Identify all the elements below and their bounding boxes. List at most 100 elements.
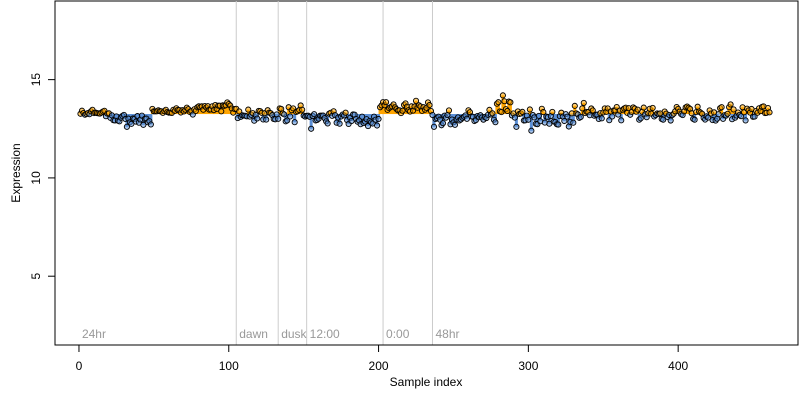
data-point: [513, 123, 520, 130]
data-points: [77, 92, 773, 134]
data-point: [535, 112, 542, 119]
data-point: [263, 116, 270, 123]
data-point: [571, 102, 578, 109]
data-point: [275, 115, 282, 122]
data-point: [499, 92, 506, 99]
data-point: [570, 119, 577, 126]
data-point: [374, 122, 381, 129]
data-point: [311, 111, 318, 118]
x-axis-title: Sample index: [390, 375, 463, 389]
data-point: [236, 108, 243, 115]
data-point: [528, 127, 535, 134]
time-marker-label: 0:00: [386, 327, 410, 341]
data-point: [412, 97, 420, 104]
data-point: [342, 109, 349, 116]
data-point: [123, 123, 130, 130]
data-point: [254, 115, 261, 122]
y-tick-label: 15: [29, 73, 43, 87]
data-point: [492, 119, 499, 126]
data-point: [724, 110, 731, 117]
data-point: [667, 117, 674, 124]
data-point: [426, 102, 433, 109]
data-point: [504, 107, 511, 115]
data-point: [649, 104, 656, 111]
data-point: [589, 107, 596, 114]
data-point: [498, 109, 505, 116]
data-point: [489, 110, 496, 117]
plot-frame: [54, 0, 799, 346]
data-point: [549, 108, 556, 115]
data-point: [526, 106, 533, 113]
data-point: [511, 114, 518, 121]
data-point: [383, 99, 390, 106]
data-point: [430, 123, 438, 130]
data-point: [564, 113, 571, 120]
x-tick-label: 0: [76, 359, 83, 373]
data-point: [359, 113, 366, 120]
data-point: [660, 116, 667, 123]
data-point: [336, 120, 343, 127]
data-point: [738, 113, 745, 120]
data-point: [147, 121, 154, 128]
data-point: [308, 125, 315, 132]
y-axis-title: Expression: [9, 143, 23, 202]
x-tick-label: 200: [369, 359, 389, 373]
data-point: [291, 119, 298, 126]
data-point: [451, 121, 459, 128]
data-point: [555, 121, 562, 128]
data-point: [727, 101, 734, 108]
y-axis: 5 10 15: [29, 73, 56, 280]
data-point: [609, 113, 616, 120]
data-point: [766, 109, 773, 116]
time-marker-label: 48hr: [435, 327, 459, 341]
data-point: [324, 120, 331, 127]
data-point: [218, 108, 225, 115]
data-point: [579, 105, 586, 112]
data-point: [730, 106, 737, 113]
data-point: [284, 117, 291, 124]
data-point: [140, 121, 147, 128]
x-axis: 0 100 200 300 400: [76, 344, 688, 373]
x-tick-label: 400: [668, 359, 688, 373]
time-marker-label: 24hr: [82, 327, 106, 341]
data-point: [705, 114, 712, 121]
data-point: [429, 111, 436, 119]
y-tick-label: 5: [29, 273, 43, 280]
data-point: [525, 116, 532, 123]
data-point: [281, 111, 288, 118]
data-point: [691, 116, 698, 123]
data-point: [540, 109, 547, 116]
time-marker-label: dawn: [239, 327, 268, 341]
data-point: [718, 104, 725, 111]
data-point: [640, 104, 647, 111]
data-point: [375, 115, 382, 123]
data-point: [561, 117, 568, 125]
time-marker-label: 12:00: [310, 327, 340, 341]
time-marker-label: dusk: [281, 327, 307, 341]
data-point: [637, 115, 644, 122]
data-point: [287, 113, 294, 120]
data-point: [299, 106, 306, 113]
data-point: [618, 117, 625, 124]
data-point: [245, 106, 252, 113]
data-point: [742, 117, 749, 124]
x-tick-label: 100: [219, 359, 239, 373]
data-point: [580, 99, 587, 106]
time-marker-labels: 24hr dawn dusk 12:00 0:00 48hr: [82, 327, 460, 341]
data-point: [751, 113, 758, 120]
data-point: [598, 115, 605, 122]
data-point: [445, 107, 453, 114]
data-point: [577, 113, 584, 120]
data-point: [715, 111, 722, 118]
data-point: [507, 99, 514, 106]
x-tick-label: 300: [518, 359, 538, 373]
data-point: [495, 99, 502, 106]
y-tick-label: 10: [29, 171, 43, 185]
data-point: [439, 120, 447, 127]
data-point: [694, 103, 701, 110]
data-point: [519, 108, 526, 115]
time-marker-lines: [235, 1, 433, 345]
data-point: [399, 107, 406, 114]
